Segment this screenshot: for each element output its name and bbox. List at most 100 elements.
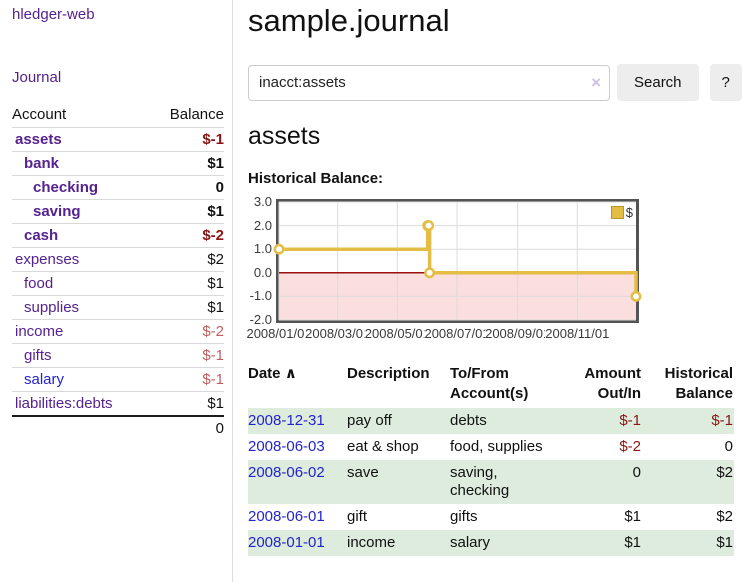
transaction-date-link[interactable]: 2008-12-31 — [248, 412, 325, 429]
account-row: supplies $1 — [12, 295, 224, 320]
account-link[interactable]: supplies — [24, 299, 80, 316]
transaction-balance: $2 — [716, 508, 733, 525]
account-balance: $-1 — [149, 367, 224, 392]
data-point[interactable] — [423, 220, 435, 232]
account-link[interactable]: cash — [24, 227, 59, 244]
accounts-total-value: 0 — [149, 415, 224, 440]
search-button[interactable]: Search — [617, 64, 699, 101]
transaction-description: income — [347, 530, 450, 556]
register-row: 2008-12-31 pay off debts $-1 $-1 — [248, 408, 734, 434]
accounts-header-line1: To/From — [450, 365, 509, 382]
transaction-description: pay off — [347, 408, 450, 434]
y-axis-tick-label: 1.0 — [253, 241, 272, 257]
transaction-accounts: gifts — [450, 508, 478, 525]
x-axis-tick-label: 2008/09/01 — [485, 326, 551, 341]
account-link[interactable]: expenses — [15, 251, 80, 268]
chart-plot-area[interactable]: $ — [273, 199, 642, 323]
x-axis-tick-label: 2008/03/01 — [305, 326, 371, 341]
y-axis-tick-label: -2.0 — [249, 312, 272, 327]
transaction-date-link[interactable]: 2008-06-01 — [248, 508, 325, 525]
account-row: expenses $2 — [12, 247, 224, 272]
legend-swatch-icon — [610, 206, 624, 219]
accounts-total-spacer — [12, 415, 150, 440]
main-content: sample.journal × Search ? assets Histori… — [234, 0, 742, 556]
accounts-header-account: Account — [12, 103, 150, 128]
accounts-header-line2: Account(s) — [450, 385, 529, 402]
account-link[interactable]: food — [24, 275, 54, 292]
x-axis-tick-label: 2008/07/01 — [424, 326, 490, 341]
x-axis-tick-label: 2008/05/01 — [364, 326, 430, 341]
register-header-date[interactable]: Date ∧ — [248, 362, 347, 408]
transaction-description: gift — [347, 508, 368, 525]
account-link[interactable]: income — [15, 323, 64, 340]
account-balance: $1 — [149, 271, 224, 296]
register-row: 2008-01-01 income salary $1 $1 — [248, 530, 734, 556]
register-header-accounts: To/From Account(s) — [450, 362, 550, 408]
account-heading: assets — [248, 122, 321, 150]
legend-label: $ — [625, 205, 633, 220]
transaction-amount: $-1 — [550, 408, 642, 434]
account-balance: $-1 — [149, 127, 224, 152]
account-row: bank $1 — [12, 151, 224, 176]
account-row: salary $-1 — [12, 367, 224, 392]
transaction-date-link[interactable]: 2008-01-01 — [248, 534, 325, 551]
search-input[interactable] — [248, 64, 610, 101]
account-link[interactable]: assets — [15, 131, 62, 148]
transaction-amount: $1 — [550, 530, 642, 556]
transaction-accounts: food, supplies — [450, 438, 543, 455]
data-point[interactable] — [424, 267, 436, 279]
chart-heading: Historical Balance: — [248, 170, 384, 187]
date-header-label: Date — [248, 365, 281, 382]
amount-header-line1: Amount — [584, 365, 641, 382]
register-row: 2008-06-02 save saving, checking 0 $2 — [248, 460, 734, 504]
app-brand-link[interactable]: hledger-web — [12, 6, 95, 23]
account-link[interactable]: checking — [33, 179, 99, 196]
transaction-accounts: salary — [450, 530, 550, 556]
account-link[interactable]: bank — [24, 155, 60, 172]
data-point[interactable] — [630, 290, 642, 302]
register-header-amount: Amount Out/In — [550, 362, 642, 408]
register-header-description: Description — [347, 365, 430, 382]
sort-ascending-icon: ∧ — [284, 365, 297, 382]
account-balance: $-1 — [149, 343, 224, 368]
chart-canvas — [273, 201, 642, 321]
x-axis-tick-label: 2008/01/01 — [246, 326, 312, 341]
account-row: cash $-2 — [12, 223, 224, 248]
x-axis-tick-label: 2008/11/01 — [545, 326, 610, 341]
data-point[interactable] — [273, 243, 285, 255]
account-balance: 0 — [149, 175, 224, 200]
account-balance: $-2 — [149, 319, 224, 344]
sidebar-item-journal[interactable]: Journal — [12, 69, 62, 86]
y-axis-tick-label: 0.0 — [253, 264, 272, 280]
clear-search-icon[interactable]: × — [591, 72, 601, 92]
account-link[interactable]: gifts — [24, 347, 52, 364]
y-axis-tick-label: 3.0 — [253, 194, 272, 209]
transaction-amount: $-2 — [619, 438, 641, 455]
transaction-date-link[interactable]: 2008-06-02 — [248, 464, 325, 481]
account-balance: $-2 — [149, 223, 224, 248]
account-balance: $1 — [207, 395, 224, 412]
account-row: checking 0 — [12, 175, 224, 200]
search-form: × Search ? — [248, 64, 742, 101]
transaction-description: save — [347, 460, 450, 504]
register-row: 2008-06-03 eat & shop food, supplies $-2 0 — [248, 434, 734, 460]
transaction-accounts: debts — [450, 408, 550, 434]
account-row: gifts $-1 — [12, 343, 224, 368]
balance-header-line2: Balance — [675, 385, 733, 402]
transaction-amount: 0 — [550, 460, 642, 504]
account-balance: $1 — [149, 199, 224, 224]
transaction-date-link[interactable]: 2008-06-03 — [248, 438, 325, 455]
account-link[interactable]: salary — [24, 371, 65, 388]
account-row: assets $-1 — [12, 127, 224, 152]
account-row: liabilities:debts $1 — [12, 392, 224, 417]
account-link[interactable]: saving — [33, 203, 81, 220]
register-table: Date ∧ Description To/From Account(s) Am… — [248, 362, 734, 556]
transaction-balance: $1 — [642, 530, 734, 556]
register-header-row: Date ∧ Description To/From Account(s) Am… — [248, 362, 734, 408]
transaction-balance: $-1 — [642, 408, 734, 434]
accounts-header-balance: Balance — [149, 103, 224, 128]
help-button[interactable]: ? — [709, 64, 742, 101]
transaction-description: eat & shop — [347, 438, 419, 455]
account-link[interactable]: liabilities:debts — [15, 395, 113, 412]
accounts-total-row: 0 — [12, 415, 224, 440]
